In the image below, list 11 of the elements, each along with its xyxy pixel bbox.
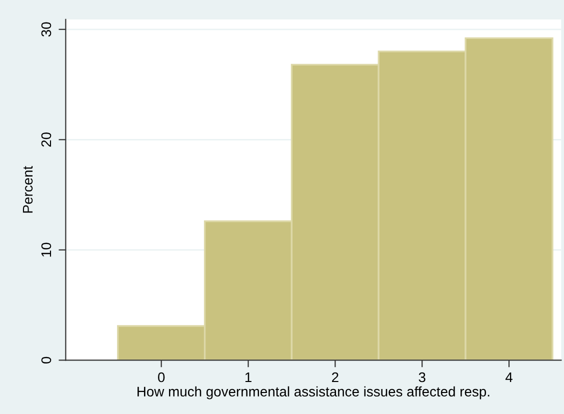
x-tick-label: 1 — [245, 372, 252, 382]
y-tick-label: 20 — [41, 132, 52, 147]
y-tick-label: 10 — [41, 242, 52, 257]
x-axis-title: How much governmental assistance issues affected resp. — [138, 386, 490, 400]
x-tick-label: 3 — [418, 372, 426, 382]
y-tick-label: 0 — [41, 356, 52, 364]
y-tick-label: 30 — [41, 22, 52, 37]
x-tick-label: 0 — [158, 372, 165, 382]
x-tick-label: 4 — [505, 372, 512, 382]
x-tick-label: 2 — [332, 372, 338, 382]
y-axis-title: Percent — [22, 166, 33, 213]
